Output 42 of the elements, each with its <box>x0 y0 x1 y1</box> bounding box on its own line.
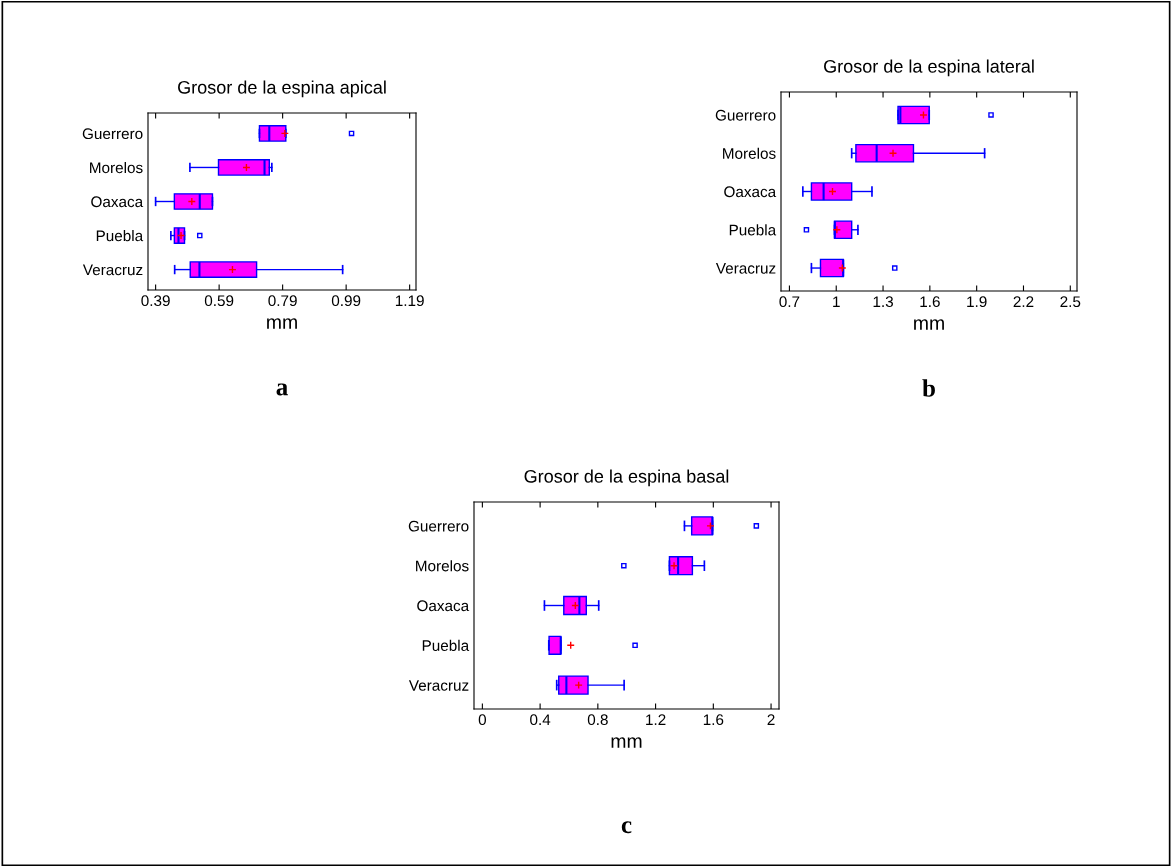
x-tick-label: 1.9 <box>967 296 987 308</box>
y-tick-label: Morelos <box>90 161 143 174</box>
y-tick-label: Morelos <box>416 560 469 572</box>
x-tick-label: 0.4 <box>530 714 551 726</box>
x-tick-label: 1.3 <box>873 296 893 308</box>
x-axis-title: mm <box>914 319 944 330</box>
x-tick-label: 1.19 <box>395 295 424 307</box>
text: c <box>621 821 632 834</box>
x-axis-title: mm <box>611 737 642 748</box>
text: a <box>276 383 288 396</box>
chart-title: Grosor de la espina apical <box>178 80 386 98</box>
x-tick-label: 0.7 <box>779 296 800 308</box>
y-tick-label: Puebla <box>422 639 470 651</box>
chart-title: Grosor de la espina basal <box>524 469 729 487</box>
y-tick-label: Oaxaca <box>417 600 470 612</box>
x-axis-title: mm <box>267 318 297 329</box>
x-tick-label: 0.39 <box>141 295 170 307</box>
y-tick-label: Guerrero <box>715 109 776 121</box>
x-tick-label: 1.6 <box>920 296 940 308</box>
y-tick-label: Oaxaca <box>724 186 777 198</box>
chart-title: Grosor de la espina lateral <box>824 59 1034 77</box>
y-tick-label: Guerrero <box>408 520 469 532</box>
text: b <box>922 379 935 397</box>
y-tick-label: Oaxaca <box>91 196 144 208</box>
x-tick-label: 0.99 <box>331 295 361 307</box>
x-tick-label: 2 <box>767 714 775 725</box>
x-tick-label: 2.2 <box>1013 296 1034 307</box>
y-tick-label: Puebla <box>96 230 144 242</box>
x-tick-label: 0 <box>478 714 487 726</box>
x-tick-label: 1.2 <box>646 714 666 725</box>
y-tick-label: Veracruz <box>408 680 469 691</box>
x-tick-label: 1 <box>833 296 840 307</box>
y-tick-label: Puebla <box>729 224 777 236</box>
y-tick-label: Veracruz <box>715 263 776 274</box>
y-tick-label: Guerrero <box>82 128 143 140</box>
x-tick-label: 0.79 <box>268 295 297 307</box>
x-tick-label: 1.6 <box>703 714 724 726</box>
x-tick-label: 0.8 <box>587 714 608 726</box>
y-tick-label: Morelos <box>723 147 776 159</box>
x-tick-label: 0.59 <box>204 295 234 307</box>
y-tick-label: Veracruz <box>82 264 143 276</box>
x-tick-label: 2.5 <box>1060 296 1081 308</box>
